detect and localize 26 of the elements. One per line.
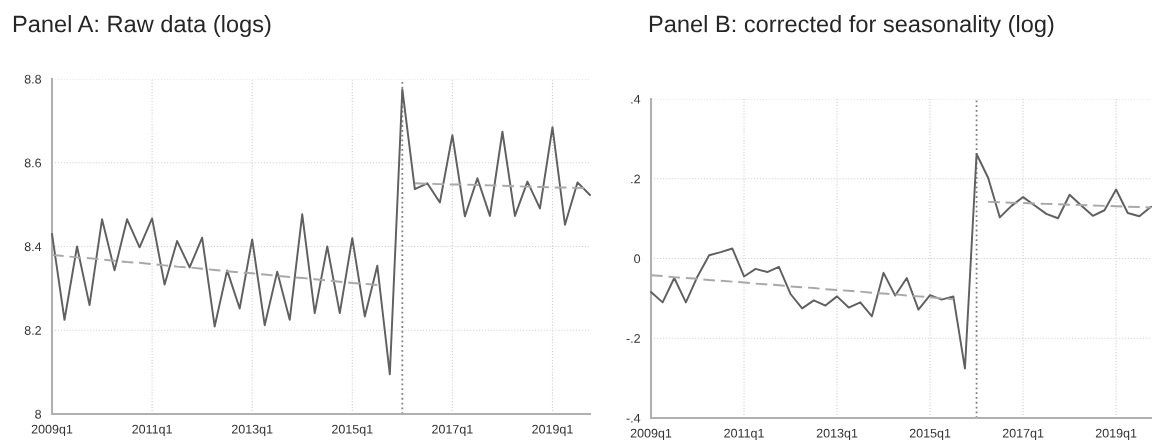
- y-tick-label: -.4: [626, 413, 641, 423]
- x-tick-label: 2015q1: [909, 428, 951, 441]
- x-tick-label: 2019q1: [1095, 428, 1137, 441]
- y-tick-label: 8.4: [24, 242, 42, 252]
- x-tick-label: 2013q1: [816, 428, 858, 441]
- chart-title: Panel A: Raw data (logs): [13, 15, 271, 37]
- y-tick-label: .2: [631, 174, 640, 184]
- y-tick-label: -.2: [626, 334, 640, 343]
- line-series: [51, 88, 591, 376]
- x-tick-label: 2013q1: [231, 424, 273, 437]
- x-tick-label: 2009q1: [630, 428, 672, 441]
- chart-title: Panel B: corrected for seasonality (log): [649, 15, 1054, 37]
- x-tick-label: 2011q1: [724, 428, 764, 441]
- y-tick-label: 0: [634, 254, 641, 264]
- y-tick-label: .4: [631, 94, 641, 104]
- y-tick-label: 8: [35, 409, 42, 419]
- x-tick-label: 2009q1: [31, 424, 73, 437]
- x-tick-label: 2011q1: [132, 424, 172, 437]
- x-tick-label: 2015q1: [332, 424, 373, 437]
- line-series: [650, 153, 1152, 370]
- x-tick-label: 2019q1: [532, 424, 573, 437]
- x-tick-label: 2017q1: [1002, 428, 1044, 441]
- y-tick-label: 8.6: [24, 158, 42, 168]
- y-tick-label: 8.2: [24, 326, 41, 335]
- x-tick-label: 2017q1: [432, 424, 473, 437]
- y-tick-label: 8.8: [24, 74, 42, 84]
